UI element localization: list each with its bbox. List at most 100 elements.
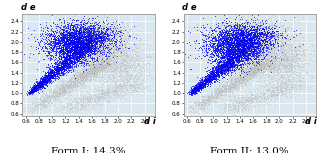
- Point: [112, 86, 117, 88]
- Point: [99, 33, 104, 35]
- Point: [68, 42, 73, 44]
- Point: [104, 55, 109, 58]
- Point: [234, 57, 239, 59]
- Point: [237, 106, 242, 109]
- Point: [58, 63, 63, 66]
- Point: [89, 39, 94, 42]
- Point: [296, 50, 301, 52]
- Point: [238, 83, 243, 85]
- Point: [218, 47, 223, 49]
- Point: [206, 77, 211, 80]
- Point: [52, 44, 57, 47]
- Point: [114, 67, 119, 70]
- Point: [49, 72, 54, 75]
- Point: [227, 33, 233, 36]
- Point: [125, 81, 130, 84]
- Point: [108, 48, 113, 50]
- Point: [205, 96, 210, 98]
- Point: [266, 49, 271, 52]
- Point: [257, 18, 262, 20]
- Point: [254, 50, 259, 53]
- Point: [300, 50, 305, 53]
- Point: [216, 65, 221, 67]
- Point: [254, 37, 259, 40]
- Point: [241, 51, 246, 53]
- Point: [67, 58, 72, 60]
- Point: [236, 34, 241, 37]
- Point: [70, 36, 75, 39]
- Point: [244, 49, 249, 51]
- Point: [258, 25, 263, 27]
- Point: [45, 74, 50, 77]
- Point: [95, 14, 100, 17]
- Point: [65, 62, 70, 65]
- Point: [235, 61, 240, 63]
- Point: [74, 42, 79, 44]
- Point: [248, 50, 253, 52]
- Point: [208, 76, 213, 79]
- Point: [75, 43, 80, 46]
- Point: [122, 41, 127, 44]
- Point: [118, 33, 123, 35]
- Point: [83, 47, 88, 49]
- Point: [88, 70, 93, 73]
- Point: [249, 19, 254, 21]
- Point: [289, 69, 294, 72]
- Point: [232, 54, 237, 56]
- Point: [46, 97, 51, 100]
- Point: [94, 33, 99, 35]
- Point: [246, 33, 251, 35]
- Point: [41, 98, 46, 101]
- Point: [125, 70, 130, 73]
- Point: [44, 102, 49, 104]
- Point: [89, 38, 94, 40]
- Point: [248, 69, 253, 72]
- Point: [272, 55, 278, 57]
- Point: [276, 46, 281, 49]
- Point: [234, 80, 239, 82]
- Point: [110, 31, 115, 34]
- Point: [226, 51, 232, 53]
- Point: [47, 68, 52, 71]
- Point: [219, 31, 225, 33]
- Point: [260, 56, 265, 58]
- Point: [114, 19, 119, 22]
- Point: [99, 39, 104, 41]
- Point: [83, 44, 88, 47]
- Point: [237, 30, 242, 33]
- Point: [216, 83, 221, 85]
- Point: [48, 46, 53, 48]
- Point: [275, 54, 280, 56]
- Point: [225, 34, 230, 37]
- Point: [126, 81, 131, 84]
- Point: [86, 38, 91, 40]
- Point: [230, 64, 235, 66]
- Point: [272, 42, 278, 44]
- Point: [236, 56, 241, 59]
- Point: [232, 35, 237, 37]
- Point: [93, 26, 98, 29]
- Point: [208, 32, 213, 35]
- Point: [261, 39, 266, 41]
- Point: [76, 54, 81, 56]
- Point: [216, 90, 221, 93]
- Point: [44, 80, 49, 83]
- Point: [237, 32, 242, 35]
- Point: [238, 84, 243, 86]
- Point: [53, 51, 58, 54]
- Point: [74, 39, 79, 41]
- Point: [290, 84, 295, 86]
- Point: [267, 69, 272, 71]
- Point: [276, 58, 281, 60]
- Point: [87, 98, 92, 101]
- Point: [226, 34, 231, 36]
- Point: [102, 30, 108, 33]
- Point: [63, 49, 68, 52]
- Point: [141, 63, 146, 66]
- Point: [280, 87, 286, 90]
- Point: [261, 44, 266, 47]
- Point: [256, 39, 261, 41]
- Point: [88, 39, 93, 42]
- Point: [72, 77, 77, 80]
- Point: [215, 70, 220, 72]
